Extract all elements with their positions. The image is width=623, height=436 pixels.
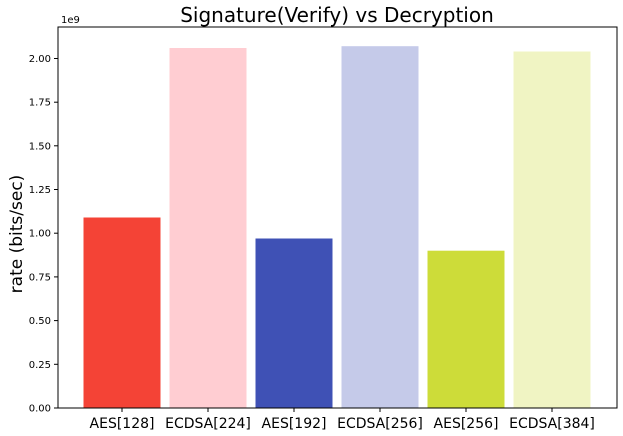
y-tick-label: 0.00 — [29, 404, 51, 415]
y-tick-label: 0.75 — [29, 272, 51, 283]
y-axis-label: rate (bits/sec) — [7, 175, 27, 294]
x-tick-label: AES[128] — [90, 416, 155, 432]
chart-title: Signature(Verify) vs Decryption — [180, 3, 494, 27]
y-tick-label: 1.25 — [29, 185, 51, 196]
x-tick-label: ECDSA[224] — [165, 416, 251, 432]
y-tick-label: 2.00 — [29, 54, 51, 65]
y-tick-label: 0.50 — [29, 316, 51, 327]
bar-ecdsa-256 — [341, 46, 419, 408]
x-tick-label: AES[256] — [434, 416, 499, 432]
x-tick-label: ECDSA[256] — [337, 416, 423, 432]
y-axis: 0.00 0.25 0.50 0.75 1.00 1.25 1.50 1.75 2.00 — [29, 54, 58, 415]
x-axis: AES[128] ECDSA[224] AES[192] ECDSA[256] AES[… — [90, 408, 595, 432]
bar-aes-192 — [255, 238, 333, 408]
x-tick-label: ECDSA[384] — [509, 416, 595, 432]
y-tick-label: 0.25 — [29, 360, 51, 371]
bar-ecdsa-224 — [169, 48, 247, 408]
y-axis-offset-label: 1e9 — [61, 15, 80, 26]
bar-aes-256 — [427, 250, 505, 408]
bars-group — [83, 46, 591, 408]
bar-aes-128 — [83, 217, 161, 408]
x-tick-label: AES[192] — [262, 416, 327, 432]
plot-frame — [57, 26, 618, 409]
y-tick-label: 1.50 — [29, 141, 51, 152]
bar-ecdsa-384 — [513, 51, 591, 408]
y-tick-label: 1.75 — [29, 98, 51, 109]
y-tick-label: 1.00 — [29, 229, 51, 240]
